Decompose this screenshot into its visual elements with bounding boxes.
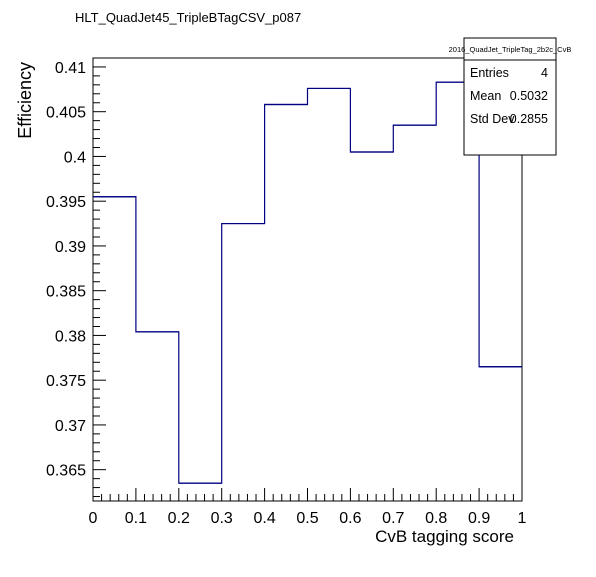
stats-entries-label: Entries	[470, 66, 509, 80]
x-axis-label: CvB tagging score	[375, 527, 514, 546]
x-tick-label: 0.4	[253, 510, 275, 527]
x-tick-label: 0.8	[425, 510, 447, 527]
y-tick-label: 0.395	[46, 194, 86, 211]
x-tick-label: 0.6	[339, 510, 361, 527]
x-tick-label: 0.5	[296, 510, 318, 527]
stats-stddev-value: 0.2855	[510, 112, 548, 126]
y-axis-ticks: 0.365 0.37 0.375 0.38 0.385 0.39 0.395 0.4 0.405…	[46, 57, 106, 498]
stats-box-frame	[463, 37, 557, 156]
y-tick-label: 0.385	[46, 284, 86, 301]
y-tick-label: 0.365	[46, 463, 86, 480]
y-tick-label: 0.375	[46, 373, 86, 390]
x-tick-label: 0	[89, 510, 98, 527]
stats-box-name: 2016_QuadJet_TripleTag_2b2c_CvB	[449, 45, 572, 54]
x-axis-ticks: 0 0.1 0.2 0.3 0.4 0.5 0.6 0.7 0.8 0.9 1	[89, 488, 527, 527]
stats-box: 2016_QuadJet_TripleTag_2b2c_CvB Entries …	[449, 37, 572, 156]
x-tick-label: 0.7	[382, 510, 404, 527]
y-axis-label: Efficiency	[15, 62, 35, 139]
stats-mean-label: Mean	[470, 89, 501, 103]
y-tick-label: 0.37	[55, 418, 86, 435]
histogram-series	[93, 81, 522, 484]
histogram-line	[93, 81, 522, 484]
y-tick-label: 0.39	[55, 239, 86, 256]
x-tick-label: 1	[518, 510, 527, 527]
x-tick-label: 0.1	[125, 510, 147, 527]
chart-title: HLT_QuadJet45_TripleBTagCSV_p087	[75, 10, 301, 25]
y-tick-label: 0.38	[55, 328, 86, 345]
stats-mean-value: 0.5032	[510, 89, 548, 103]
x-tick-label: 0.9	[468, 510, 490, 527]
stats-stddev-label: Std Dev	[470, 112, 515, 126]
stats-entries-value: 4	[541, 66, 548, 80]
y-tick-label: 0.41	[55, 60, 86, 77]
x-tick-label: 0.3	[211, 510, 233, 527]
y-tick-label: 0.4	[64, 149, 86, 166]
x-tick-label: 0.2	[168, 510, 190, 527]
y-tick-label: 0.405	[46, 105, 86, 122]
